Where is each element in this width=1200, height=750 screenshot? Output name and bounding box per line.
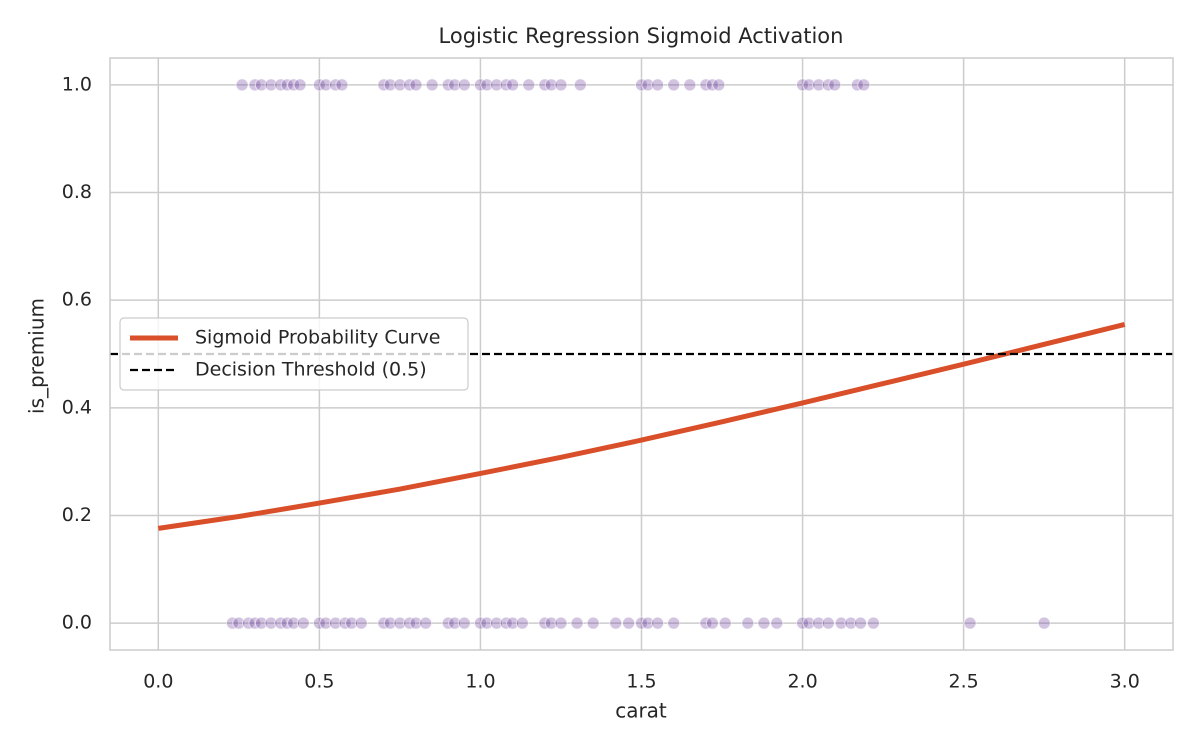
- scatter-point: [319, 616, 333, 630]
- scatter-point: [506, 78, 520, 92]
- scatter-point: [573, 78, 587, 92]
- y-tick-label: 0.4: [62, 396, 92, 418]
- scatter-point: [544, 78, 558, 92]
- x-tick-label: 1.5: [626, 671, 656, 693]
- scatter-point: [383, 78, 397, 92]
- x-tick-label: 2.5: [949, 671, 979, 693]
- scatter-point: [235, 78, 249, 92]
- scatter-point: [480, 78, 494, 92]
- scatter-point: [812, 78, 826, 92]
- scatter-point: [812, 616, 826, 630]
- x-tick-label: 0.0: [143, 671, 173, 693]
- scatter-point: [419, 616, 433, 630]
- scatter-point: [683, 78, 697, 92]
- scatter-point: [718, 616, 732, 630]
- legend-box: [119, 317, 469, 391]
- scatter-point: [834, 616, 848, 630]
- scatter-point: [963, 616, 977, 630]
- scatter-point: [287, 616, 301, 630]
- scatter-point: [383, 616, 397, 630]
- scatter-point: [254, 78, 268, 92]
- y-axis-label: is_premium: [25, 298, 49, 414]
- x-tick-label: 1.0: [465, 671, 495, 693]
- scatter-point: [409, 78, 423, 92]
- scatter-point: [506, 616, 520, 630]
- scatter-point: [667, 78, 681, 92]
- scatter-point: [857, 78, 871, 92]
- x-tick-label: 3.0: [1110, 671, 1140, 693]
- scatter-point: [293, 78, 307, 92]
- scatter-point: [264, 616, 278, 630]
- y-tick-label: 0.0: [62, 612, 92, 634]
- scatter-point: [757, 616, 771, 630]
- scatter-point: [354, 616, 368, 630]
- scatter-point: [554, 616, 568, 630]
- scatter-point: [457, 616, 471, 630]
- scatter-point: [1037, 616, 1051, 630]
- scatter-point: [448, 78, 462, 92]
- scatter-point: [554, 78, 568, 92]
- legend: Sigmoid Probability Curve Decision Thresh…: [119, 317, 469, 391]
- scatter-point: [319, 78, 333, 92]
- scatter-point: [393, 616, 407, 630]
- scatter-point: [641, 616, 655, 630]
- y-tick-label: 0.8: [62, 181, 92, 203]
- chart-title: Logistic Regression Sigmoid Activation: [439, 24, 844, 48]
- scatter-point: [570, 616, 584, 630]
- sigmoid-curve: [157, 321, 1126, 531]
- scatter-point: [490, 78, 504, 92]
- scatter-point: [264, 78, 278, 92]
- scatter-point: [705, 616, 719, 630]
- y-tick-label: 0.6: [62, 289, 92, 311]
- scatter-point: [641, 78, 655, 92]
- scatter-point: [651, 616, 665, 630]
- scatter-point: [741, 616, 755, 630]
- scatter-point: [844, 616, 858, 630]
- scatter-point: [821, 616, 835, 630]
- plot-marks: [110, 78, 1173, 630]
- scatter-point: [522, 78, 536, 92]
- scatter-point: [409, 616, 423, 630]
- scatter-point: [232, 616, 246, 630]
- scatter-point: [515, 616, 529, 630]
- y-tick-label: 0.2: [62, 504, 92, 526]
- scatter-point: [544, 616, 558, 630]
- scatter-point: [586, 616, 600, 630]
- scatter-point: [866, 616, 880, 630]
- scatter-point: [393, 78, 407, 92]
- legend-label: Sigmoid Probability Curve: [195, 327, 440, 349]
- scatter-point: [480, 616, 494, 630]
- legend-label: Decision Threshold (0.5): [195, 359, 427, 381]
- scatter-point: [328, 616, 342, 630]
- scatter-point: [609, 616, 623, 630]
- scatter-point: [651, 78, 665, 92]
- scatter-point: [345, 616, 359, 630]
- scatter-point: [667, 616, 681, 630]
- scatter-point: [425, 78, 439, 92]
- scatter-point: [490, 616, 504, 630]
- scatter-point: [457, 78, 471, 92]
- scatter-point: [296, 616, 310, 630]
- scatter-point: [622, 616, 636, 630]
- y-tick-label: 1.0: [62, 73, 92, 95]
- x-tick-label: 2.0: [787, 671, 817, 693]
- scatter-point: [335, 78, 349, 92]
- scatter-point: [448, 616, 462, 630]
- x-tick-label: 0.5: [304, 671, 334, 693]
- scatter-point: [802, 78, 816, 92]
- scatter-point: [712, 78, 726, 92]
- scatter-point: [854, 616, 868, 630]
- x-axis-label: carat: [615, 699, 667, 723]
- scatter-point: [828, 78, 842, 92]
- plot-frame: [109, 57, 1174, 651]
- scatter-point: [770, 616, 784, 630]
- scatter-point: [254, 616, 268, 630]
- scatter-point: [802, 616, 816, 630]
